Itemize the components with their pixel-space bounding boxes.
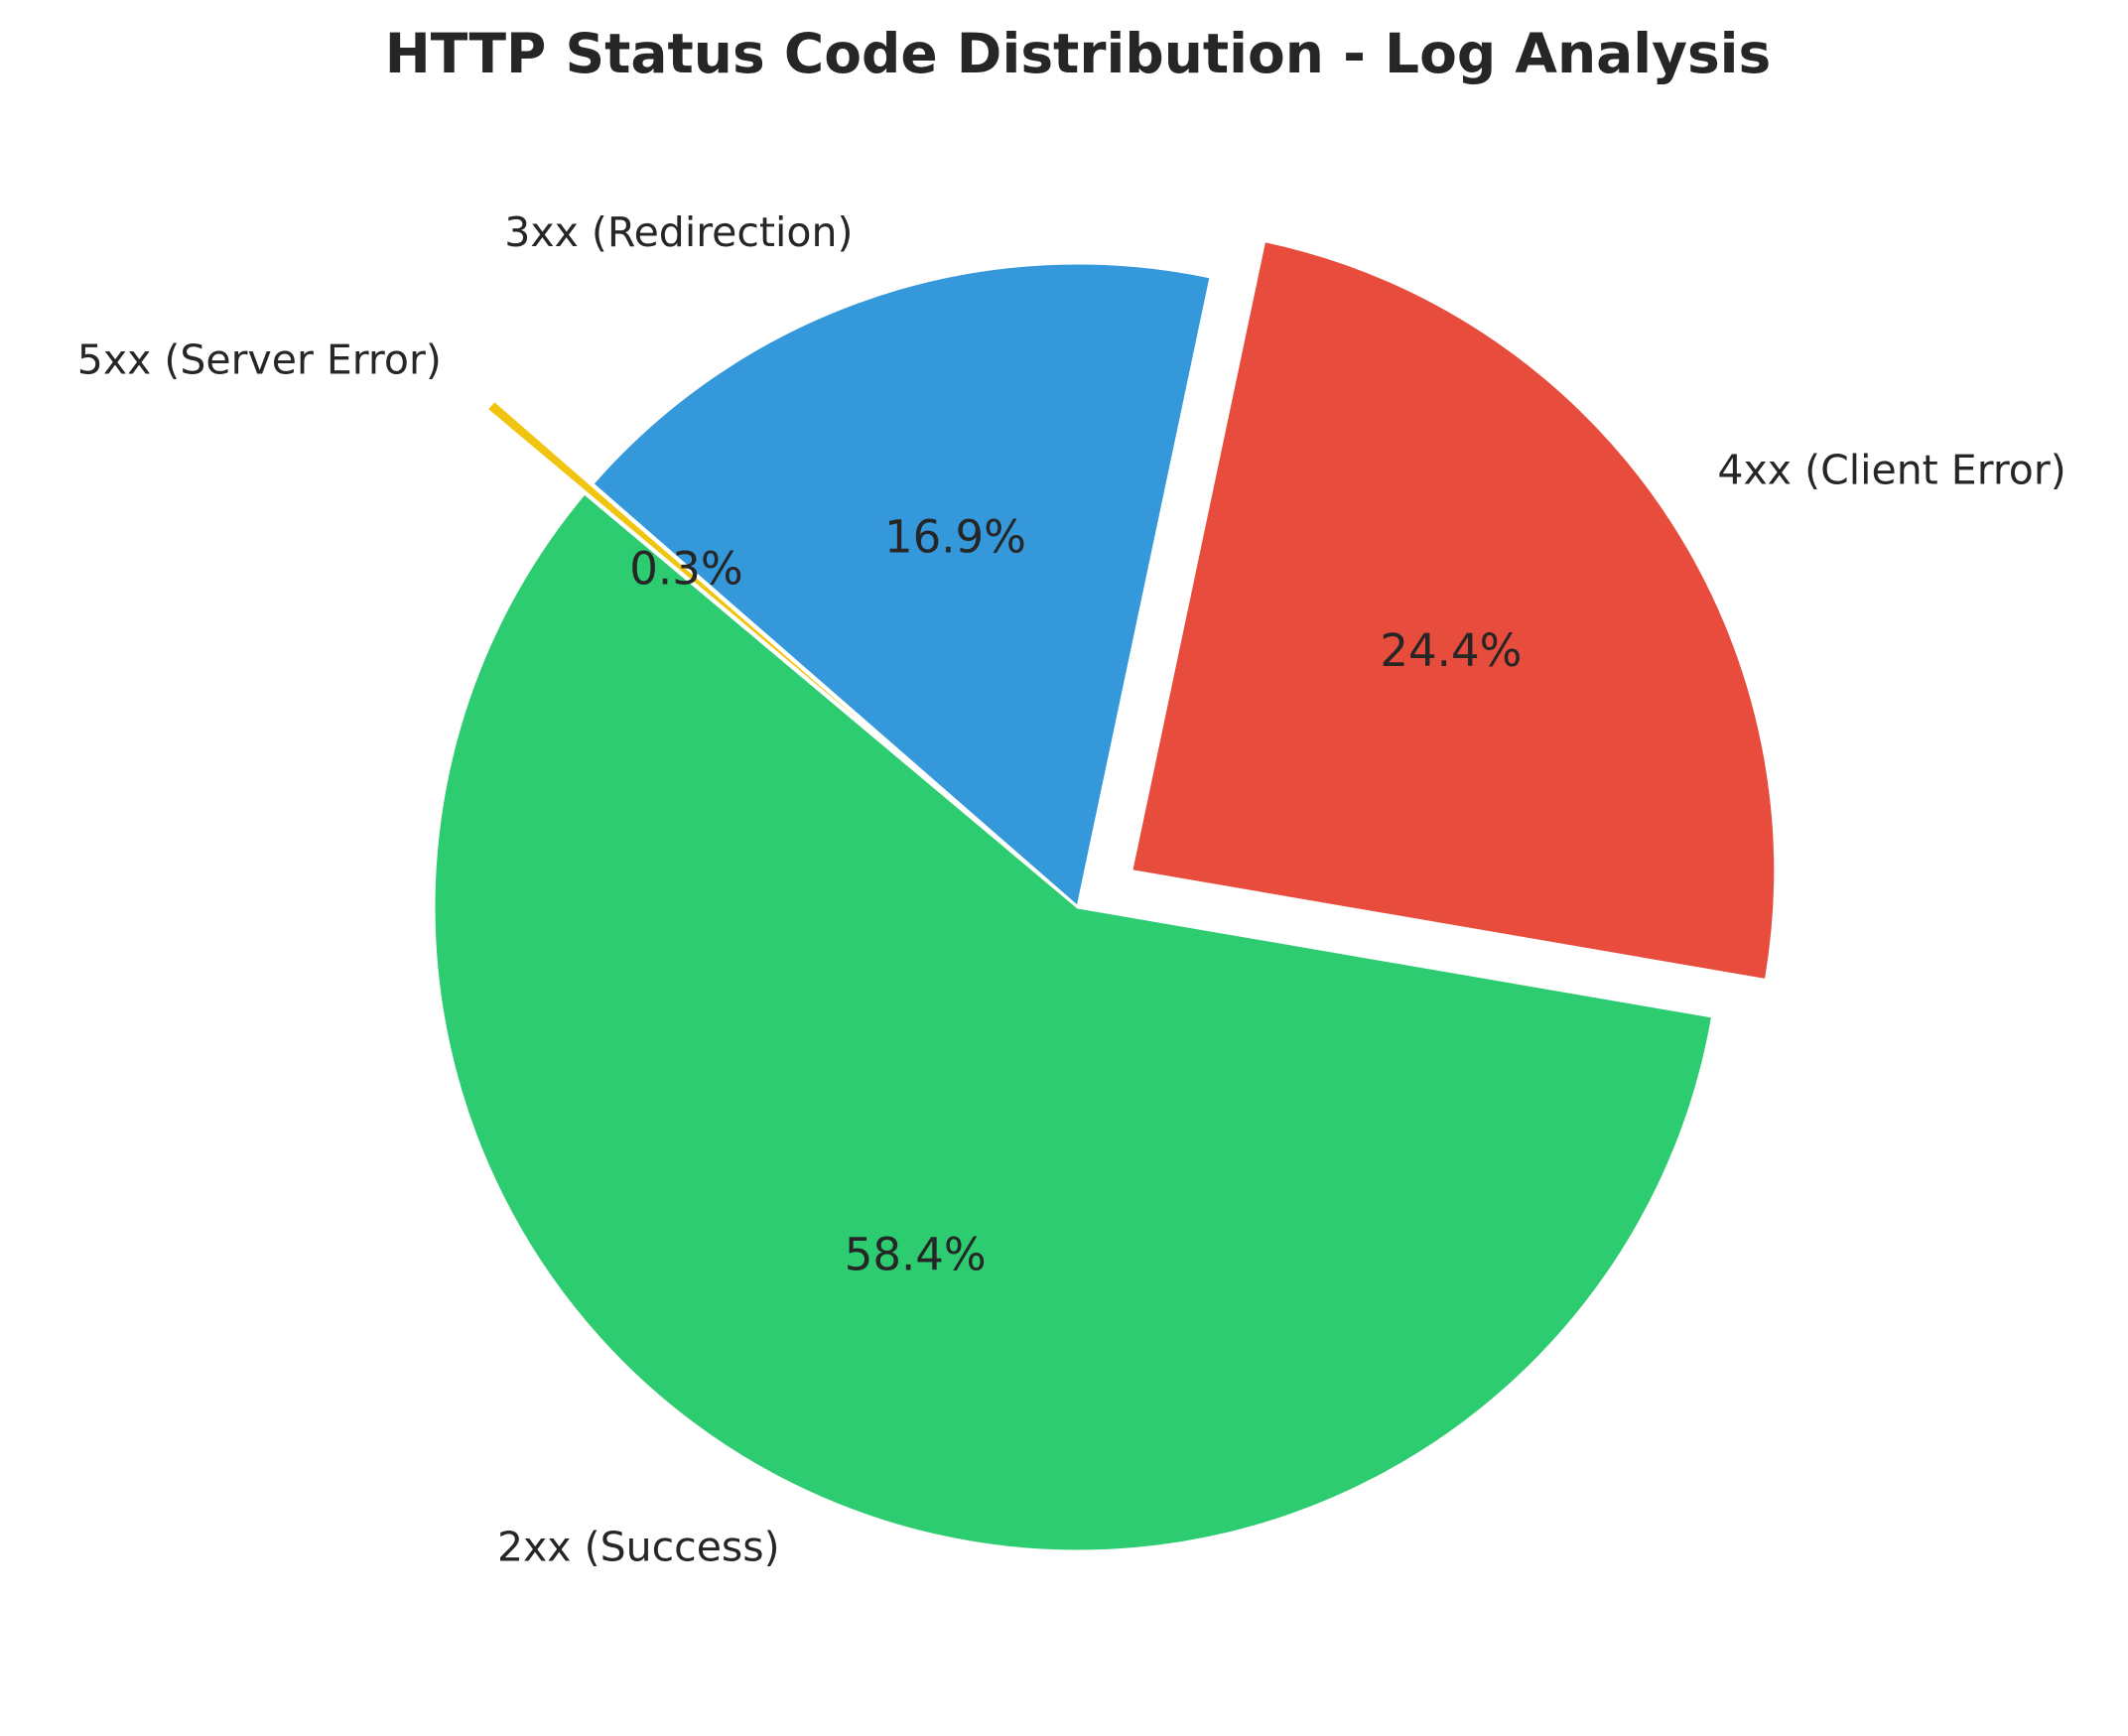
slice-label: 3xx (Redirection) bbox=[504, 208, 853, 256]
pie-slice bbox=[591, 261, 1213, 909]
chart-title: HTTP Status Code Distribution - Log Anal… bbox=[385, 22, 1772, 85]
percent-label: 24.4% bbox=[1380, 624, 1522, 677]
percent-label: 0.3% bbox=[629, 543, 742, 596]
pie-slice bbox=[1130, 239, 1778, 983]
pie-slice bbox=[484, 398, 982, 826]
slice-label: 4xx (Client Error) bbox=[1717, 447, 2065, 494]
pie-slice bbox=[432, 491, 1715, 1553]
slice-label: 5xx (Server Error) bbox=[77, 336, 442, 384]
slice-label: 2xx (Success) bbox=[497, 1524, 780, 1571]
percent-label: 58.4% bbox=[845, 1228, 987, 1280]
percent-label: 16.9% bbox=[884, 511, 1026, 564]
